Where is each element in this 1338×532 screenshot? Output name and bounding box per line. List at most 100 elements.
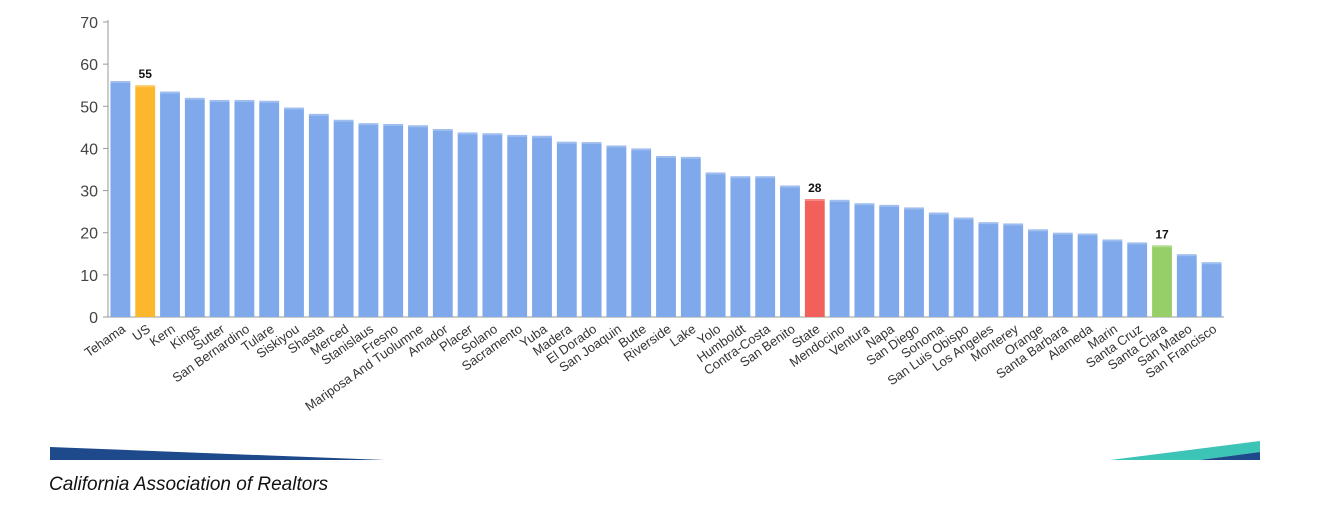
bar-highlight xyxy=(804,199,825,201)
bar xyxy=(854,203,875,317)
bar-highlight xyxy=(581,142,602,145)
bar xyxy=(556,141,577,317)
bar xyxy=(135,85,156,317)
bar-highlight xyxy=(854,203,875,206)
bar-highlight xyxy=(755,176,776,179)
bar-highlight xyxy=(135,85,156,88)
bar-highlight xyxy=(631,148,652,151)
bar-highlight xyxy=(829,199,850,202)
bar xyxy=(705,172,726,317)
footer-right-stripe-teal xyxy=(1110,441,1260,460)
y-tick-label: 10 xyxy=(80,268,98,285)
y-tick-label: 50 xyxy=(80,99,98,116)
bar-highlight xyxy=(928,212,949,215)
bar-highlight xyxy=(1152,245,1172,248)
bar xyxy=(656,156,676,317)
bar-highlight xyxy=(308,113,329,116)
bar xyxy=(358,123,379,318)
bar xyxy=(532,135,552,317)
bar xyxy=(184,97,205,317)
bar-highlight xyxy=(1028,229,1048,232)
bar xyxy=(928,212,949,317)
bar xyxy=(780,185,800,317)
bar-highlight xyxy=(160,91,180,94)
bar-highlight xyxy=(680,156,701,159)
y-tick-label: 60 xyxy=(80,57,98,74)
y-tick-label: 0 xyxy=(89,310,98,327)
bar-highlight xyxy=(383,123,404,126)
bar-highlight xyxy=(953,217,974,220)
y-tick-label: 70 xyxy=(80,15,98,32)
bar-highlight xyxy=(110,81,131,83)
footer-left-stripe xyxy=(50,447,385,460)
bar-highlight xyxy=(234,99,255,102)
bar-highlight xyxy=(507,134,528,137)
bar xyxy=(209,99,230,317)
bar xyxy=(383,123,404,317)
bars-group xyxy=(110,81,1222,318)
bar-highlight xyxy=(1176,254,1197,257)
bar xyxy=(1077,233,1098,317)
bar xyxy=(308,113,329,317)
bar xyxy=(507,134,528,317)
bar xyxy=(581,142,602,317)
bar xyxy=(804,199,825,317)
bar-highlight xyxy=(432,129,453,132)
bar-highlight xyxy=(1201,262,1222,265)
bar-highlight xyxy=(606,145,627,148)
bar xyxy=(1201,262,1222,317)
footer-right-stripe-navy xyxy=(1200,452,1260,460)
bar-highlight xyxy=(358,123,379,126)
bar xyxy=(408,125,428,317)
data-labels-group: 55 28 17 xyxy=(139,67,1169,241)
bar xyxy=(953,217,974,317)
bar-highlight xyxy=(730,176,751,179)
y-tick-label: 40 xyxy=(80,141,98,158)
bar xyxy=(1052,232,1073,317)
bar xyxy=(1152,245,1172,317)
bar xyxy=(879,204,900,317)
bar xyxy=(259,100,280,317)
bar xyxy=(606,145,627,317)
bar xyxy=(1176,254,1197,317)
bar-highlight xyxy=(1003,223,1024,226)
bar xyxy=(1003,223,1024,317)
bar xyxy=(680,156,701,317)
bar xyxy=(904,207,924,317)
bar xyxy=(1028,229,1048,317)
bar-highlight xyxy=(408,125,428,128)
bar-highlight xyxy=(333,119,354,122)
bar xyxy=(1127,242,1148,317)
bar-highlight xyxy=(978,222,999,225)
bar-highlight xyxy=(879,204,900,207)
bar xyxy=(284,107,304,317)
bar xyxy=(1102,239,1123,317)
source-caption: California Association of Realtors xyxy=(49,474,329,495)
bar-highlight xyxy=(556,141,577,144)
bar-highlight xyxy=(780,185,800,188)
bar-highlight xyxy=(532,135,552,138)
bar xyxy=(755,176,776,317)
bar-highlight xyxy=(1102,239,1123,242)
bar xyxy=(457,132,478,317)
bar xyxy=(482,133,503,317)
bar xyxy=(110,81,131,317)
bar xyxy=(160,91,180,318)
bar-highlight xyxy=(1127,242,1148,245)
bar-highlight xyxy=(259,100,280,103)
y-tick-label: 20 xyxy=(80,226,98,243)
bar-highlight xyxy=(457,132,478,135)
bar-highlight xyxy=(1077,233,1098,236)
bar-highlight xyxy=(1052,232,1073,235)
bar xyxy=(631,148,652,317)
bar-highlight xyxy=(482,133,503,136)
bar-highlight xyxy=(904,207,924,210)
bar xyxy=(432,129,453,317)
y-tick-label: 30 xyxy=(80,184,98,201)
bar-highlight xyxy=(705,172,726,175)
bar xyxy=(234,99,255,317)
bar xyxy=(829,199,850,317)
bar-highlight xyxy=(284,107,304,110)
